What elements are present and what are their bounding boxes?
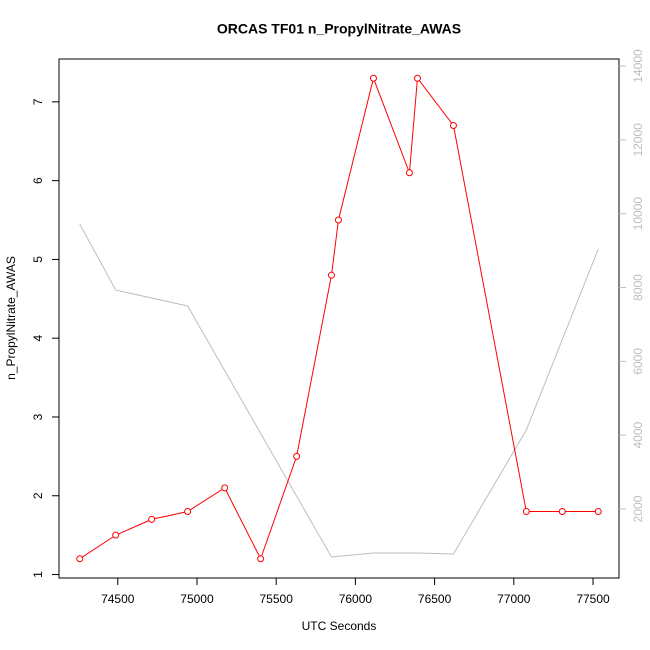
y2-tick-label: 10000: [631, 197, 645, 231]
point-marker: [184, 508, 192, 516]
x-tick-label: 75000: [180, 592, 214, 606]
y-tick-label: 1: [31, 571, 45, 578]
x-tick-label: 74500: [101, 592, 135, 606]
point-marker: [334, 216, 342, 224]
y2-tick-label: 8000: [631, 274, 645, 301]
point-marker: [293, 452, 301, 460]
point-marker: [257, 555, 265, 563]
point-marker: [327, 271, 335, 279]
chart-title: ORCAS TF01 n_PropylNitrate_AWAS: [217, 21, 461, 37]
y2-tick-label: 2000: [631, 495, 645, 522]
x-tick-label: 77000: [497, 592, 531, 606]
x-tick-label: 77500: [576, 592, 610, 606]
y-tick-label: 3: [31, 413, 45, 420]
y-axis-title: n_PropylNitrate_AWAS: [4, 256, 18, 380]
x-tick-label: 76500: [418, 592, 452, 606]
y2-tick-label: 14000: [631, 49, 645, 83]
y-tick-label: 2: [31, 492, 45, 499]
series-line: [79, 76, 599, 561]
point-marker: [148, 515, 156, 523]
point-marker: [413, 74, 421, 82]
point-marker: [558, 508, 566, 516]
y2-tick-label: 12000: [631, 123, 645, 157]
x-tick-label: 75500: [260, 592, 294, 606]
point-marker: [594, 508, 602, 516]
point-marker: [449, 121, 457, 129]
point-marker: [522, 508, 530, 516]
point-marker: [369, 74, 377, 82]
x-axis-title: UTC Seconds: [302, 619, 377, 633]
y-tick-label: 6: [31, 177, 45, 184]
y2-tick-label: 4000: [631, 421, 645, 448]
y-tick-label: 4: [31, 335, 45, 342]
point-marker: [405, 169, 413, 177]
point-marker: [112, 531, 120, 539]
x-tick-label: 76000: [339, 592, 373, 606]
plot-frame: [58, 58, 620, 579]
point-marker: [76, 555, 84, 563]
y2-tick-label: 6000: [631, 348, 645, 375]
point-marker: [221, 484, 229, 492]
series-line: [79, 223, 599, 558]
y-tick-label: 5: [31, 256, 45, 263]
y-tick-label: 7: [31, 98, 45, 105]
